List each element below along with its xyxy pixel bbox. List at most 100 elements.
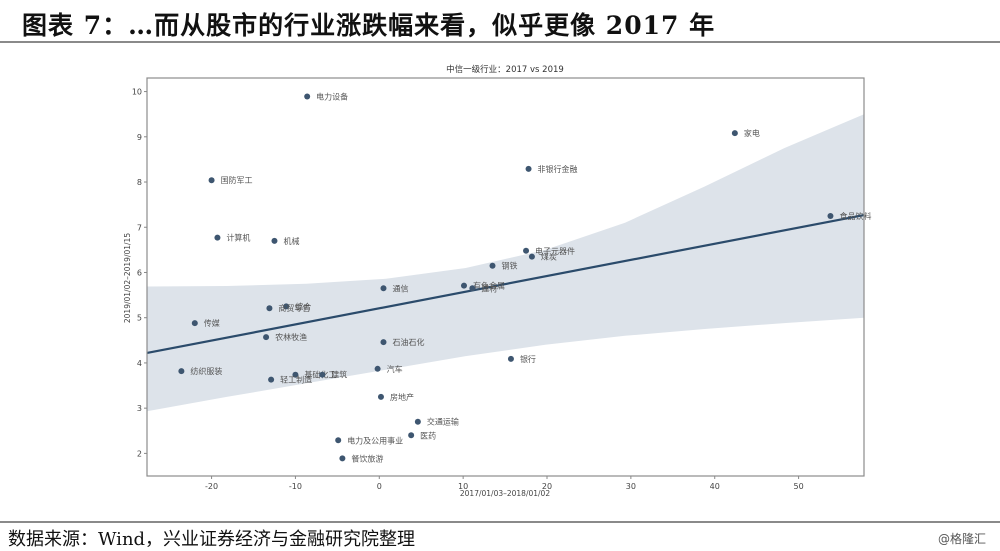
data-point: 商贸零售 [266, 303, 310, 313]
data-point: 传媒 [191, 318, 220, 328]
point-label: 电力及公用事业 [347, 435, 403, 445]
y-tick-label: 9 [137, 133, 142, 142]
point-label: 通信 [392, 283, 408, 293]
data-point: 综合 [283, 301, 311, 311]
point-marker [178, 368, 185, 375]
point-marker [523, 247, 530, 254]
x-tick-label: 0 [377, 482, 382, 491]
point-label: 农林牧渔 [275, 332, 307, 342]
data-point: 汽车 [374, 364, 403, 374]
x-axis-label: 2017/01/03–2018/01/02 [460, 489, 550, 498]
x-tick-label: -10 [289, 482, 302, 491]
point-marker [304, 93, 311, 100]
point-label: 非银行金融 [538, 164, 578, 174]
point-marker [283, 303, 290, 310]
point-marker [319, 371, 326, 378]
point-label: 传媒 [204, 318, 220, 328]
point-label: 轻工制造 [280, 375, 312, 385]
point-label: 家电 [744, 128, 760, 138]
point-label: 纺织服装 [190, 366, 222, 376]
point-marker [292, 371, 299, 378]
point-marker [191, 320, 198, 327]
point-marker [525, 165, 532, 172]
fit-line [146, 213, 865, 355]
data-point: 农林牧渔 [263, 332, 307, 342]
data-point: 有色金属 [460, 281, 505, 291]
point-label: 建材 [481, 283, 497, 293]
y-tick-label: 4 [137, 359, 142, 368]
point-label: 交通运输 [427, 417, 459, 427]
point-label: 银行 [520, 354, 536, 364]
point-marker [827, 212, 834, 219]
data-point: 计算机 [214, 233, 250, 243]
x-tick-label: 20 [542, 482, 552, 491]
point-label: 建筑 [331, 370, 347, 380]
data-point: 房地产 [377, 392, 414, 402]
point-label: 钢铁 [502, 261, 518, 271]
data-point: 国防军工 [208, 175, 253, 185]
confidence-band [147, 114, 864, 412]
point-marker [339, 455, 346, 462]
y-tick-label: 3 [137, 404, 142, 413]
data-point: 餐饮旅游 [339, 453, 383, 463]
point-marker [408, 432, 415, 439]
point-marker [335, 437, 342, 444]
data-source-note: 数据来源：Wind，兴业证券经济与金融研究院整理 [8, 529, 416, 550]
top-divider [0, 41, 1000, 43]
point-marker [268, 376, 275, 383]
data-point: 轻工制造 [268, 375, 312, 385]
point-marker [460, 282, 467, 289]
point-marker [414, 418, 421, 425]
point-label: 石油石化 [392, 337, 424, 347]
y-tick-label: 8 [137, 178, 142, 187]
x-tick-label: 10 [458, 482, 468, 491]
point-marker [528, 253, 535, 260]
point-marker [374, 365, 381, 372]
bottom-divider [0, 521, 1000, 523]
point-label: 房地产 [390, 392, 414, 402]
x-tick-label: -20 [205, 482, 218, 491]
x-tick-label: 50 [793, 482, 803, 491]
y-axis-label: 2019/01/02–2019/01/15 [123, 233, 132, 323]
data-point: 纺织服装 [178, 366, 222, 376]
data-point: 钢铁 [489, 261, 518, 271]
point-label: 综合 [295, 301, 311, 311]
x-tick-label: 40 [710, 482, 720, 491]
point-marker [263, 334, 270, 341]
point-marker [266, 305, 273, 312]
data-point: 建筑 [319, 370, 347, 380]
confidence-band-area [147, 114, 864, 412]
y-tick-label: 10 [132, 88, 142, 97]
regression-line [146, 213, 865, 355]
data-point: 建材 [469, 283, 497, 293]
y-tick-label: 5 [137, 314, 142, 323]
data-point: 交通运输 [414, 417, 459, 427]
point-marker [214, 234, 221, 241]
data-point: 煤炭 [528, 252, 557, 262]
point-label: 食品饮料 [839, 211, 871, 221]
data-point: 非银行金融 [525, 164, 578, 174]
data-point: 医药 [408, 430, 436, 440]
point-label: 电子元器件 [535, 246, 575, 256]
data-point: 电子元器件 [523, 246, 575, 256]
point-marker [380, 285, 387, 292]
point-marker [208, 177, 215, 184]
point-marker [489, 262, 496, 269]
y-tick-label: 7 [137, 223, 142, 232]
data-point: 石油石化 [380, 337, 424, 347]
point-marker [507, 355, 514, 362]
data-point: 机械 [271, 236, 299, 246]
data-point: 食品饮料 [827, 211, 871, 221]
y-tick-label: 2 [137, 449, 142, 458]
figure-title: 图表 7：…而从股市的行业涨跌幅来看，似乎更像 2017 年 [22, 11, 716, 40]
plot-frame [146, 77, 865, 477]
point-marker [271, 237, 278, 244]
point-label: 商贸零售 [278, 303, 310, 313]
point-label: 餐饮旅游 [351, 453, 383, 463]
point-marker [380, 339, 387, 346]
point-label: 计算机 [226, 233, 250, 243]
data-point: 通信 [380, 283, 408, 293]
point-label: 汽车 [387, 364, 403, 374]
point-marker [731, 130, 738, 137]
x-tick-label: 30 [626, 482, 636, 491]
